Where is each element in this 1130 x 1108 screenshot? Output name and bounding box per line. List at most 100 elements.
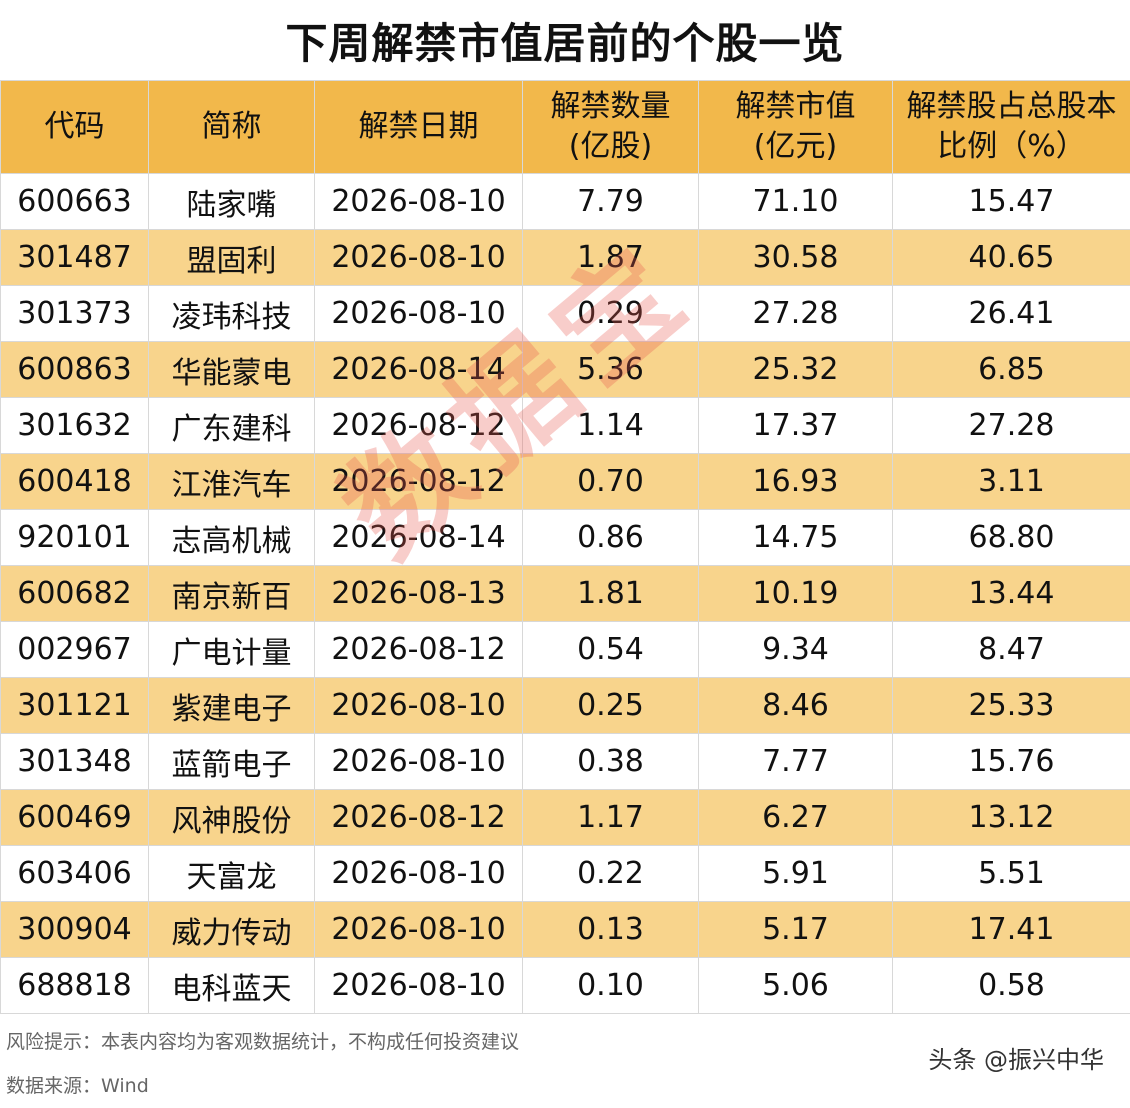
cell-date: 2026-08-10 [315,846,523,902]
cell-name: 广东建科 [149,398,315,454]
cell-code: 301487 [1,230,149,286]
cell-name: 威力传动 [149,902,315,958]
cell-quantity: 0.22 [523,846,699,902]
cell-value: 5.17 [699,902,893,958]
table-title: 下周解禁市值居前的个股一览 [0,0,1130,80]
cell-code: 301373 [1,286,149,342]
col-header-ratio: 解禁股占总股本比例（%） [893,81,1130,174]
cell-ratio: 40.65 [893,230,1130,286]
header-row: 代码 简称 解禁日期 解禁数量(亿股) 解禁市值(亿元) 解禁股占总股本比例（%… [1,81,1130,174]
cell-code: 600469 [1,790,149,846]
cell-date: 2026-08-12 [315,398,523,454]
cell-value: 16.93 [699,454,893,510]
cell-name: 华能蒙电 [149,342,315,398]
brand-credit: 头条 @振兴中华 [928,1040,1104,1075]
cell-code: 920101 [1,510,149,566]
cell-ratio: 13.12 [893,790,1130,846]
cell-code: 301348 [1,734,149,790]
cell-value: 25.32 [699,342,893,398]
cell-quantity: 0.10 [523,958,699,1014]
cell-ratio: 25.33 [893,678,1130,734]
cell-ratio: 3.11 [893,454,1130,510]
cell-ratio: 27.28 [893,398,1130,454]
cell-value: 14.75 [699,510,893,566]
cell-name: 凌玮科技 [149,286,315,342]
cell-name: 紫建电子 [149,678,315,734]
cell-quantity: 0.70 [523,454,699,510]
col-header-quantity: 解禁数量(亿股) [523,81,699,174]
col-header-code: 代码 [1,81,149,174]
cell-quantity: 0.86 [523,510,699,566]
lockup-table: 代码 简称 解禁日期 解禁数量(亿股) 解禁市值(亿元) 解禁股占总股本比例（%… [0,80,1130,1014]
cell-ratio: 0.58 [893,958,1130,1014]
cell-name: 盟固利 [149,230,315,286]
cell-ratio: 15.76 [893,734,1130,790]
cell-ratio: 8.47 [893,622,1130,678]
col-header-date: 解禁日期 [315,81,523,174]
cell-date: 2026-08-12 [315,790,523,846]
cell-value: 71.10 [699,174,893,230]
cell-date: 2026-08-10 [315,902,523,958]
cell-value: 9.34 [699,622,893,678]
cell-date: 2026-08-10 [315,678,523,734]
cell-ratio: 26.41 [893,286,1130,342]
cell-ratio: 5.51 [893,846,1130,902]
source-note: 数据来源：Wind [6,1064,519,1108]
cell-value: 5.91 [699,846,893,902]
cell-code: 002967 [1,622,149,678]
cell-quantity: 0.29 [523,286,699,342]
cell-ratio: 6.85 [893,342,1130,398]
cell-ratio: 17.41 [893,902,1130,958]
cell-quantity: 0.25 [523,678,699,734]
cell-name: 陆家嘴 [149,174,315,230]
cell-code: 300904 [1,902,149,958]
cell-value: 8.46 [699,678,893,734]
cell-value: 27.28 [699,286,893,342]
cell-quantity: 7.79 [523,174,699,230]
cell-code: 600682 [1,566,149,622]
cell-code: 301121 [1,678,149,734]
cell-name: 广电计量 [149,622,315,678]
cell-code: 600663 [1,174,149,230]
cell-date: 2026-08-10 [315,734,523,790]
cell-quantity: 0.13 [523,902,699,958]
cell-name: 电科蓝天 [149,958,315,1014]
cell-code: 600418 [1,454,149,510]
cell-ratio: 13.44 [893,566,1130,622]
cell-date: 2026-08-12 [315,622,523,678]
cell-date: 2026-08-10 [315,230,523,286]
cell-date: 2026-08-10 [315,286,523,342]
col-header-value: 解禁市值(亿元) [699,81,893,174]
col-header-name: 简称 [149,81,315,174]
cell-date: 2026-08-13 [315,566,523,622]
cell-quantity: 5.36 [523,342,699,398]
risk-note: 风险提示：本表内容均为客观数据统计，不构成任何投资建议 [6,1020,519,1064]
cell-quantity: 1.87 [523,230,699,286]
cell-code: 603406 [1,846,149,902]
cell-name: 志高机械 [149,510,315,566]
cell-code: 301632 [1,398,149,454]
cell-name: 风神股份 [149,790,315,846]
cell-quantity: 1.81 [523,566,699,622]
cell-value: 6.27 [699,790,893,846]
cell-value: 30.58 [699,230,893,286]
cell-quantity: 0.54 [523,622,699,678]
cell-date: 2026-08-12 [315,454,523,510]
cell-date: 2026-08-10 [315,958,523,1014]
cell-ratio: 15.47 [893,174,1130,230]
